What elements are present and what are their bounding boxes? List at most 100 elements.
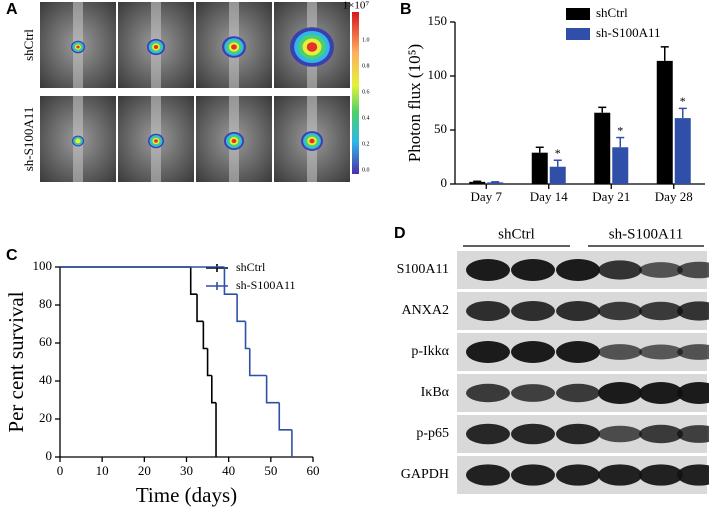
blot-band: [556, 259, 600, 281]
x-tick-label: 30: [180, 463, 193, 478]
blot-band: [639, 382, 683, 404]
significance-mark: *: [617, 123, 623, 137]
row-label: p-Ikkα: [411, 344, 449, 359]
x-tick-label: 40: [222, 463, 235, 478]
bar: [549, 166, 566, 184]
blot-band: [556, 383, 600, 403]
survival-step: [244, 321, 250, 350]
signal-blob: [75, 138, 81, 144]
blot-band: [466, 383, 510, 403]
blot-band: [598, 301, 642, 321]
x-tick-label: 50: [264, 463, 277, 478]
blot-band: [511, 384, 555, 402]
y-tick-label: 0: [441, 175, 448, 190]
survival-step: [248, 348, 267, 377]
panel-label: C: [6, 247, 18, 264]
row-label: p-p65: [416, 426, 449, 441]
blot-band: [598, 382, 642, 404]
colorbar-tick: 0.6: [362, 89, 370, 95]
x-tick-label: Day 14: [530, 189, 568, 204]
blot-band: [511, 341, 555, 363]
row-label: IκBα: [421, 385, 450, 400]
blot-band: [677, 464, 709, 486]
blot-band: [639, 262, 683, 278]
blot-band: [511, 301, 555, 321]
legend-label: shCtrl: [596, 5, 628, 20]
blot-band: [677, 425, 709, 443]
blot-band: [466, 301, 510, 321]
x-tick-label: 10: [96, 463, 109, 478]
blot-band: [556, 464, 600, 486]
panel-label: D: [394, 225, 406, 242]
bar: [656, 60, 673, 184]
x-tick-label: Day 21: [592, 189, 630, 204]
blot-band: [466, 341, 510, 363]
signal-blob: [153, 45, 159, 49]
blot-band: [466, 464, 510, 486]
x-axis-label: Time (days): [136, 483, 237, 507]
group-label: sh-S100A11: [609, 226, 683, 242]
x-tick-label: 0: [57, 463, 64, 478]
survival-step: [211, 375, 217, 404]
bar: [612, 147, 629, 184]
significance-mark: *: [680, 94, 686, 108]
colorbar-tick: 0.4: [362, 115, 370, 121]
y-axis-label: Photon flux (10⁵): [405, 44, 424, 162]
y-tick-label: 100: [428, 67, 448, 82]
blot-band: [466, 423, 510, 445]
row-label: ANXA2: [402, 303, 449, 318]
blot-band: [466, 259, 510, 281]
blot-band: [639, 464, 683, 486]
x-tick-label: Day 28: [655, 189, 693, 204]
x-tick-label: 60: [307, 463, 320, 478]
signal-blob: [154, 139, 158, 143]
survival-step: [265, 375, 280, 404]
x-tick-label: 20: [138, 463, 151, 478]
colorbar-tick: 1.0: [362, 37, 370, 43]
y-axis-label: Per cent survival: [4, 291, 28, 432]
blot-band: [639, 344, 683, 360]
blot-band: [598, 425, 642, 443]
blot-band: [677, 344, 709, 360]
row-label: shCtrl: [21, 29, 36, 61]
blot-band: [511, 464, 555, 486]
blot-band: [598, 260, 642, 280]
blot-band: [677, 382, 709, 404]
row-label: GAPDH: [401, 467, 449, 482]
survival-step: [189, 267, 198, 295]
survival-step: [196, 294, 204, 323]
legend-label: sh-S100A11: [236, 278, 296, 292]
blot-band: [677, 261, 709, 279]
panel-label: A: [6, 1, 18, 18]
x-tick-label: Day 7: [471, 189, 503, 204]
survival-step: [202, 321, 208, 350]
signal-blob: [306, 42, 318, 52]
survival-step: [206, 348, 212, 377]
y-tick-label: 80: [39, 296, 52, 311]
blot-band: [556, 423, 600, 445]
legend-label: shCtrl: [236, 260, 266, 274]
colorbar: [352, 12, 359, 174]
survival-step: [278, 402, 292, 431]
signal-blob: [309, 138, 315, 144]
signal-blob: [231, 138, 237, 144]
signal-blob: [231, 44, 237, 50]
colorbar-title: 1×10⁷: [343, 0, 370, 12]
blot-band: [639, 424, 683, 444]
colorbar-tick: 0.0: [362, 167, 370, 173]
bar: [469, 181, 486, 184]
y-tick-label: 150: [428, 13, 448, 28]
y-tick-label: 40: [39, 372, 52, 387]
blot-band: [598, 344, 642, 360]
legend-label: sh-S100A11: [596, 25, 661, 40]
colorbar-tick: 0.2: [362, 141, 370, 147]
blot-band: [639, 301, 683, 321]
legend-swatch: [566, 28, 590, 40]
y-tick-label: 50: [434, 121, 447, 136]
bar: [487, 182, 504, 184]
colorbar-tick: 0.8: [362, 63, 370, 69]
row-label: sh-S100A11: [21, 107, 36, 172]
bar: [531, 152, 548, 184]
